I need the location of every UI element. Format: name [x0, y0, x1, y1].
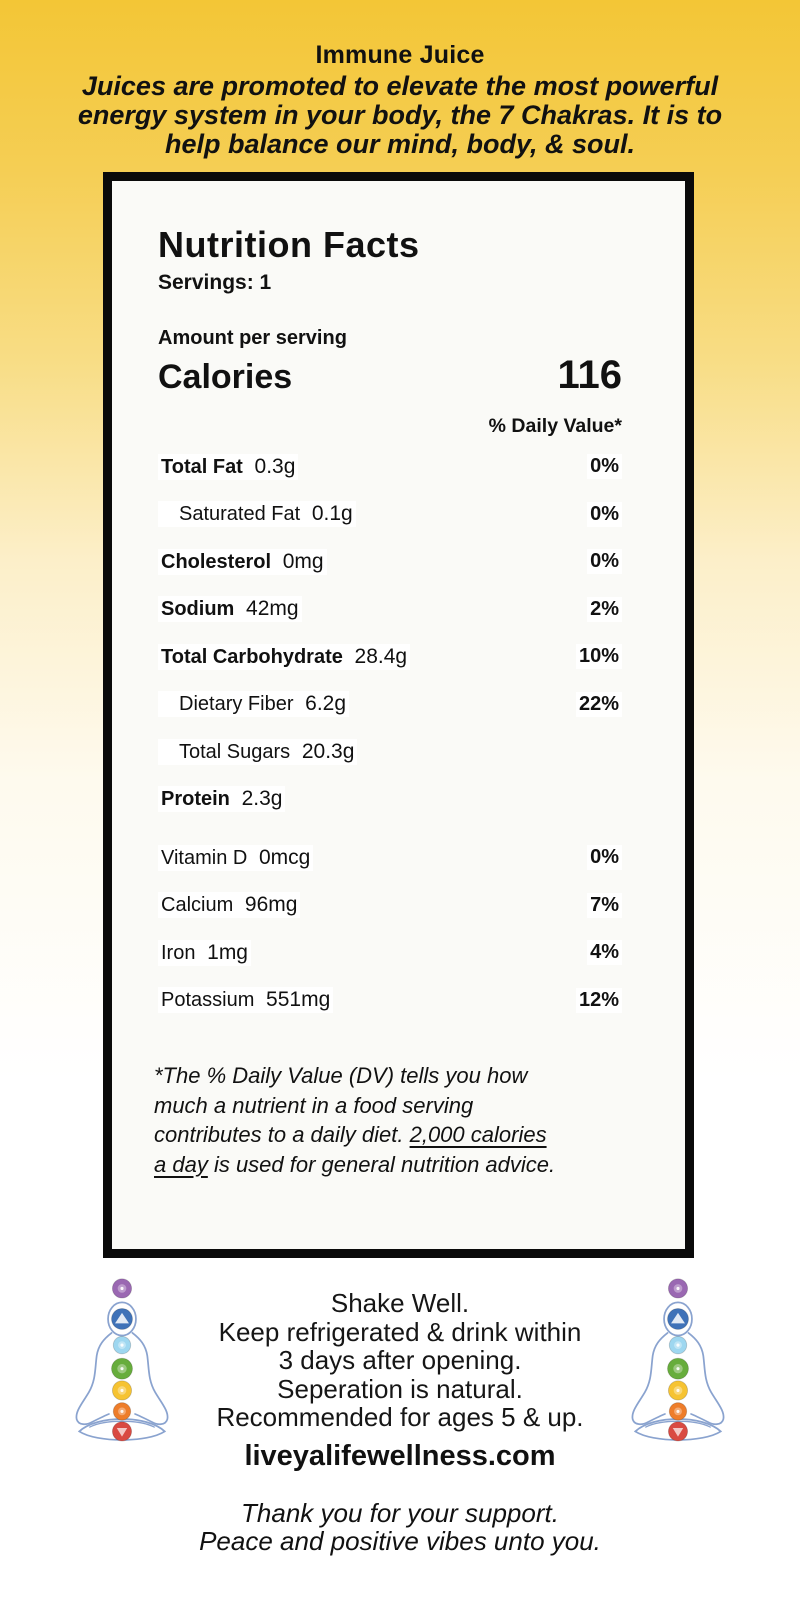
nutrient-daily-value: 0%	[587, 501, 622, 527]
meditating-figure-with-7-chakras	[631, 1278, 725, 1442]
meditating-figure-with-7-chakras	[75, 1278, 169, 1442]
product-title: Immune Juice	[315, 41, 485, 69]
nutrient-row: Total Carbohydrate 28.4g 10%	[158, 633, 622, 681]
product-description-line: energy system in your body, the 7 Chakra…	[77, 100, 723, 130]
nutrient-label: Dietary Fiber 6.2g	[158, 691, 350, 718]
nutrient-row: Potassium 551mg 12%	[158, 977, 622, 1025]
footnote-text: much a nutrient in a food serving	[154, 1092, 474, 1118]
product-description: Juices are promoted to elevate the most …	[0, 72, 800, 159]
care-instruction-line: Recommended for ages 5 & up.	[216, 1402, 584, 1432]
nutrient-label: Saturated Fat 0.1g	[158, 501, 356, 528]
footnote-line: much a nutrient in a food serving	[154, 1091, 659, 1121]
nutrient-daily-value: 12%	[575, 987, 622, 1013]
nutrient-row: Protein 2.3g	[158, 776, 622, 824]
nutrient-value: 551mg	[254, 988, 331, 1012]
nutrient-label: Total Fat 0.3g	[158, 453, 299, 480]
nutrient-label: Sodium 42mg	[158, 596, 302, 623]
nutrient-row: Calcium 96mg 7%	[158, 882, 622, 930]
website-text: liveyalifewellness.com	[244, 1440, 556, 1472]
nutrient-label: Calcium 96mg	[158, 892, 301, 919]
care-instruction-line: 3 days after opening.	[278, 1345, 522, 1375]
chakra-meditation-figure-right	[612, 1278, 744, 1448]
chakra-meditation-figure-left	[56, 1278, 188, 1448]
nutrient-daily-value: 7%	[587, 892, 622, 918]
thank-you-message: Thank you for your support. Peace and pos…	[0, 1499, 800, 1555]
nutrient-label: Total Sugars 20.3g	[158, 738, 358, 765]
nutrient-row: Sodium 42mg 2%	[158, 586, 622, 634]
care-instruction-line: Seperation is natural.	[277, 1373, 523, 1404]
nutrient-label: Protein 2.3g	[158, 786, 286, 813]
nutrient-row: Saturated Fat 0.1g 0%	[158, 491, 622, 539]
nutrient-rows: Total Fat 0.3g 0% Saturated Fat 0.1g 0% Chol…	[158, 443, 622, 1024]
nutrient-label: Potassium 551mg	[158, 987, 334, 1014]
daily-value-header: % Daily Value*	[488, 415, 622, 437]
nutrient-row: Total Sugars 20.3g	[158, 728, 622, 776]
nutrient-label: Cholesterol 0mg	[158, 548, 327, 575]
nutrient-value: 0.1g	[300, 502, 353, 526]
servings-label: Servings: 1	[158, 271, 272, 294]
nutrient-value: 96mg	[233, 893, 298, 917]
footnote-text: contributes to a daily diet.	[154, 1122, 410, 1147]
footnote-line: contributes to a daily diet. 2,000 calor…	[154, 1120, 659, 1150]
amount-per-serving-label: Amount per serving	[158, 327, 347, 349]
nutrition-facts-panel: Nutrition Facts Servings: 1 Amount per s…	[103, 172, 694, 1258]
footnote-underlined-text: 2,000 calories	[409, 1122, 547, 1147]
nutrient-label: Vitamin D 0mcg	[158, 844, 314, 871]
care-instructions: Shake Well. Keep refrigerated & drink wit…	[0, 1289, 800, 1432]
nutrient-row: Vitamin D 0mcg 0%	[158, 834, 622, 882]
footnote-text: is used for general nutrition advice.	[207, 1151, 556, 1177]
footnote-underlined-text: a day	[154, 1151, 208, 1177]
nutrient-value: 1mg	[195, 940, 248, 964]
nutrient-value: 42mg	[234, 597, 299, 621]
nutrient-value: 28.4g	[342, 644, 408, 668]
nutrient-daily-value: 0%	[587, 549, 622, 575]
nutrient-row: Cholesterol 0mg 0%	[158, 538, 622, 586]
nutrient-label: Total Carbohydrate 28.4g	[158, 643, 411, 670]
footnote-text: *The % Daily Value (DV) tells you how	[154, 1063, 528, 1088]
nutrient-value: 0.3g	[242, 454, 296, 478]
nutrient-daily-value: 10%	[575, 644, 622, 670]
care-instruction-line: Shake Well.	[330, 1288, 470, 1318]
nutrient-value: 0mcg	[247, 845, 311, 869]
thank-you-line: Thank you for your support.	[241, 1498, 559, 1528]
nutrient-value: 6.2g	[293, 692, 347, 716]
nutrient-daily-value: 22%	[575, 691, 622, 717]
nutrient-daily-value: 0%	[587, 845, 622, 871]
calories-value: 116	[557, 353, 622, 397]
calories-label: Calories	[158, 358, 293, 396]
daily-value-footnote: *The % Daily Value (DV) tells you how muc…	[154, 1061, 659, 1179]
nutrient-daily-value: 4%	[587, 940, 622, 966]
footnote-line: *The % Daily Value (DV) tells you how	[154, 1061, 659, 1091]
nutrient-value: 20.3g	[290, 739, 355, 763]
care-instruction-line: Keep refrigerated & drink within	[218, 1316, 582, 1347]
nutrient-row: Dietary Fiber 6.2g 22%	[158, 681, 622, 729]
nutrient-row: Total Fat 0.3g 0%	[158, 443, 622, 491]
product-description-line: help balance our mind, body, & soul.	[164, 129, 636, 159]
nutrient-label: Iron 1mg	[158, 939, 251, 966]
product-description-line: Juices are promoted to elevate the most …	[81, 71, 719, 101]
nutrition-facts-heading: Nutrition Facts	[158, 224, 420, 265]
nutrient-daily-value: 0%	[587, 454, 622, 480]
footnote-line: a day is used for general nutrition advi…	[154, 1150, 659, 1180]
calories-row: Calories 116	[158, 353, 622, 398]
nutrient-value: 0mg	[271, 549, 324, 573]
thank-you-line: Peace and positive vibes unto you.	[199, 1526, 601, 1556]
nutrient-daily-value: 2%	[587, 596, 622, 622]
nutrient-row: Iron 1mg 4%	[158, 929, 622, 977]
nutrient-value: 2.3g	[229, 787, 283, 811]
